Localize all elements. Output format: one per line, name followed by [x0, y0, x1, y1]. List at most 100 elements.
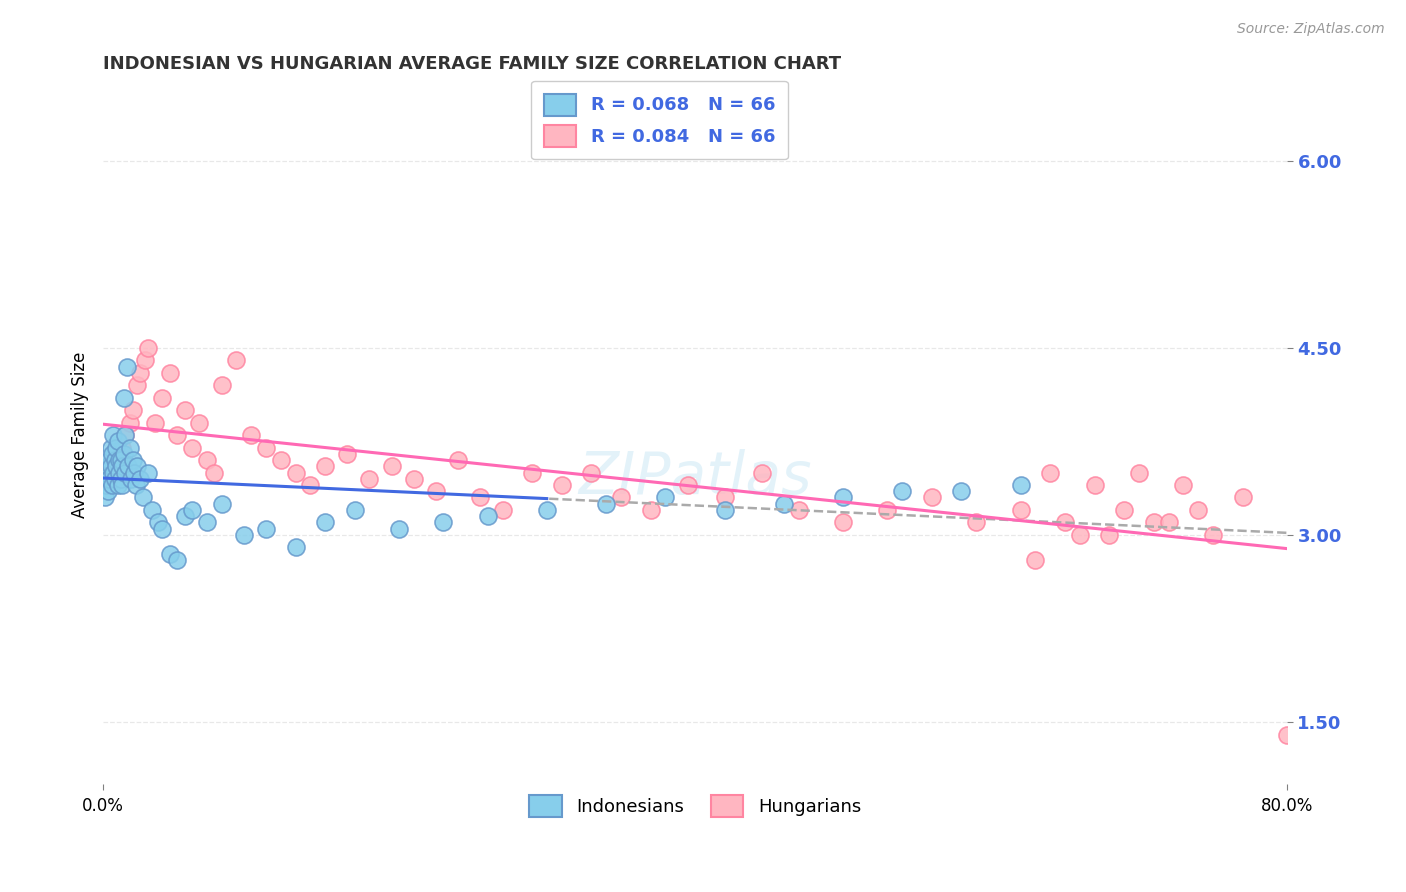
Point	[336, 447, 359, 461]
Point	[713, 503, 735, 517]
Point	[965, 516, 987, 530]
Point	[100, 466, 122, 480]
Point	[1114, 503, 1136, 517]
Point	[470, 491, 492, 505]
Point	[240, 428, 263, 442]
Point	[105, 459, 128, 474]
Point	[536, 503, 558, 517]
Point	[195, 516, 218, 530]
Text: ZIPatlas: ZIPatlas	[578, 449, 811, 506]
Point	[114, 466, 136, 480]
Point	[104, 472, 127, 486]
Point	[110, 472, 132, 486]
Point	[129, 472, 152, 486]
Point	[773, 497, 796, 511]
Point	[654, 491, 676, 505]
Point	[522, 466, 544, 480]
Point	[1143, 516, 1166, 530]
Point	[751, 466, 773, 480]
Point	[1024, 553, 1046, 567]
Point	[640, 503, 662, 517]
Point	[107, 478, 129, 492]
Point	[891, 484, 914, 499]
Point	[254, 522, 277, 536]
Point	[159, 547, 181, 561]
Point	[832, 516, 855, 530]
Point	[950, 484, 973, 499]
Point	[343, 503, 366, 517]
Point	[425, 484, 447, 499]
Point	[107, 453, 129, 467]
Point	[388, 522, 411, 536]
Point	[610, 491, 633, 505]
Point	[108, 453, 131, 467]
Point	[832, 491, 855, 505]
Point	[122, 466, 145, 480]
Point	[129, 366, 152, 380]
Point	[104, 453, 127, 467]
Point	[134, 353, 156, 368]
Point	[1069, 528, 1091, 542]
Point	[150, 522, 173, 536]
Point	[432, 516, 454, 530]
Point	[477, 509, 499, 524]
Point	[1084, 478, 1107, 492]
Point	[181, 503, 204, 517]
Point	[120, 472, 142, 486]
Y-axis label: Average Family Size: Average Family Size	[72, 352, 89, 518]
Point	[125, 478, 148, 492]
Point	[551, 478, 574, 492]
Point	[101, 478, 124, 492]
Point	[254, 441, 277, 455]
Point	[211, 378, 233, 392]
Point	[1202, 528, 1225, 542]
Point	[447, 453, 470, 467]
Point	[101, 447, 124, 461]
Point	[103, 466, 125, 480]
Point	[112, 447, 135, 461]
Point	[173, 509, 195, 524]
Point	[595, 497, 617, 511]
Point	[136, 341, 159, 355]
Point	[100, 441, 122, 455]
Point	[314, 516, 336, 530]
Point	[166, 428, 188, 442]
Point	[159, 366, 181, 380]
Point	[299, 478, 322, 492]
Point	[713, 491, 735, 505]
Point	[1275, 727, 1298, 741]
Point	[111, 459, 134, 474]
Point	[143, 416, 166, 430]
Text: Source: ZipAtlas.com: Source: ZipAtlas.com	[1237, 22, 1385, 37]
Point	[1039, 466, 1062, 480]
Point	[225, 353, 247, 368]
Point	[141, 503, 163, 517]
Point	[146, 516, 169, 530]
Point	[314, 459, 336, 474]
Point	[132, 491, 155, 505]
Point	[98, 453, 121, 467]
Point	[359, 472, 381, 486]
Point	[114, 428, 136, 442]
Point	[284, 541, 307, 555]
Point	[232, 528, 254, 542]
Point	[121, 453, 143, 467]
Point	[402, 472, 425, 486]
Point	[166, 553, 188, 567]
Point	[1010, 478, 1032, 492]
Point	[94, 466, 117, 480]
Point	[97, 478, 120, 492]
Point	[1157, 516, 1180, 530]
Point	[111, 478, 134, 492]
Point	[270, 453, 292, 467]
Point	[100, 459, 122, 474]
Point	[1053, 516, 1076, 530]
Point	[127, 459, 149, 474]
Point	[284, 466, 307, 480]
Point	[136, 466, 159, 480]
Point	[103, 428, 125, 442]
Point	[581, 466, 603, 480]
Point	[676, 478, 699, 492]
Point	[1010, 503, 1032, 517]
Point	[105, 441, 128, 455]
